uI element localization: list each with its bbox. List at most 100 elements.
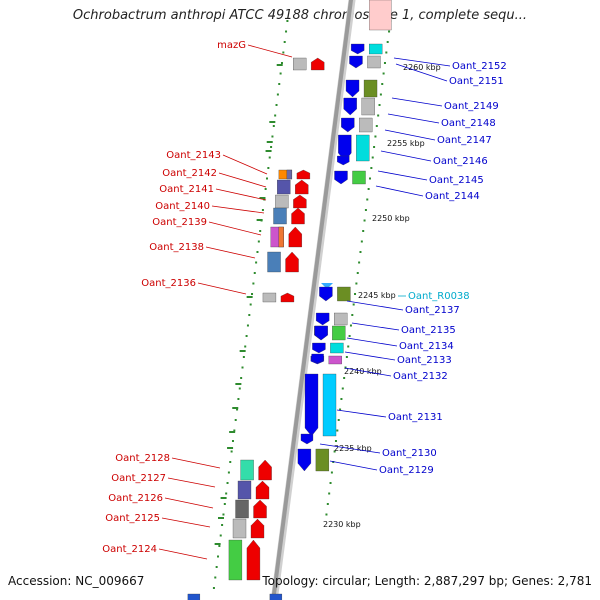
gene-arrow-forward bbox=[280, 292, 295, 303]
gene-label-left: Oant_2128 bbox=[115, 453, 170, 464]
ladder-dot bbox=[381, 83, 384, 85]
gene-category-block bbox=[235, 499, 249, 519]
gene-arrow-reverse bbox=[349, 55, 363, 69]
ladder-dot bbox=[374, 135, 377, 138]
ladder-dot bbox=[379, 93, 382, 96]
gene-category-block bbox=[330, 342, 344, 354]
ladder-dot bbox=[370, 167, 373, 169]
gene-arrow-forward bbox=[246, 539, 261, 581]
kbp-tick bbox=[246, 296, 253, 298]
ladder-dot bbox=[341, 387, 344, 390]
ladder-dot bbox=[229, 461, 232, 463]
gene-arrow-reverse bbox=[300, 433, 314, 445]
ladder-dot bbox=[240, 377, 243, 379]
gene-label-right: Oant_2149 bbox=[444, 101, 499, 112]
ladder-dot bbox=[275, 104, 278, 106]
kbp-tick bbox=[220, 497, 227, 499]
ladder-dot bbox=[218, 545, 221, 547]
ladder-dot bbox=[272, 125, 275, 127]
ladder-dot bbox=[276, 93, 279, 96]
gene-arrow-forward bbox=[255, 480, 270, 500]
gene-category-block bbox=[352, 170, 366, 185]
ladder-dot bbox=[214, 576, 217, 579]
ladder-dot bbox=[329, 482, 332, 484]
gene-arrow-reverse bbox=[319, 286, 333, 302]
ladder-dot bbox=[264, 188, 267, 190]
ladder-dot bbox=[326, 503, 329, 505]
leader-line bbox=[387, 113, 440, 124]
leader-line bbox=[205, 246, 256, 259]
gene-label-right: Oant_2147 bbox=[437, 135, 492, 146]
ladder-dot bbox=[351, 314, 354, 316]
kbp-tick bbox=[266, 141, 273, 143]
ladder-dot bbox=[337, 419, 340, 421]
gene-arrow-reverse bbox=[316, 312, 330, 326]
ladder-dot bbox=[328, 492, 331, 495]
gene-category-block bbox=[367, 55, 381, 69]
gene-label-left: Oant_2124 bbox=[102, 544, 157, 555]
kbp-label: 2260 kbp bbox=[403, 63, 441, 72]
kbp-tick bbox=[265, 150, 272, 152]
gene-category-block bbox=[322, 373, 337, 437]
gene-label-right: Oant_2137 bbox=[405, 305, 460, 316]
ladder-dot bbox=[271, 135, 274, 138]
ladder-dot bbox=[285, 30, 288, 33]
gene-arrow-forward bbox=[288, 226, 302, 248]
left-outer-ticks bbox=[212, 20, 289, 589]
leader-line bbox=[344, 351, 396, 361]
ladder-dot bbox=[245, 335, 248, 337]
gene-arrow-reverse bbox=[314, 325, 328, 341]
ladder-dot bbox=[249, 303, 252, 306]
leader-line bbox=[218, 172, 267, 188]
kbp-tick bbox=[232, 407, 239, 409]
ladder-dot bbox=[355, 282, 358, 285]
gene-category-block bbox=[363, 79, 378, 98]
ladder-dot bbox=[386, 41, 389, 43]
ladder-dot bbox=[363, 219, 366, 222]
right-outer-ticks bbox=[325, 20, 392, 516]
kbp-tick bbox=[229, 431, 236, 433]
gene-label-left: Oant_2136 bbox=[141, 278, 196, 289]
gene-arrow-reverse bbox=[337, 155, 350, 166]
ladder-dot bbox=[225, 492, 228, 495]
gene-label-right: Oant_2145 bbox=[429, 175, 484, 186]
gene-label-right: Oant_2146 bbox=[433, 156, 488, 167]
leader-line bbox=[197, 282, 247, 295]
gene-arrow-forward bbox=[253, 499, 267, 519]
ladder-dot bbox=[339, 408, 342, 411]
gene-category-block bbox=[275, 194, 289, 209]
leader-line bbox=[384, 129, 436, 141]
gene-category-block bbox=[237, 480, 252, 500]
ladder-dot bbox=[256, 251, 259, 253]
gene-label-right: Oant_2133 bbox=[397, 355, 452, 366]
leader-line bbox=[171, 457, 221, 469]
ladder-dot bbox=[231, 440, 234, 442]
leader-line bbox=[208, 221, 262, 236]
kbp-label: 2235 kbp bbox=[334, 444, 372, 453]
ladder-dot bbox=[371, 156, 374, 159]
ladder-dot bbox=[223, 503, 226, 505]
gene-category-block bbox=[334, 312, 348, 326]
ladder-dot bbox=[383, 62, 386, 64]
ladder-dot bbox=[261, 209, 264, 211]
genome-summary-text: Topology: circular; Length: 2,887,297 bp… bbox=[262, 574, 592, 588]
leader-line bbox=[211, 205, 265, 214]
ladder-dot bbox=[257, 240, 260, 243]
leader-line bbox=[346, 337, 398, 347]
backbone-line bbox=[271, 0, 354, 600]
gene-label-right: Oant_2130 bbox=[382, 448, 437, 459]
leader-line bbox=[375, 185, 424, 197]
ladder-dot bbox=[234, 419, 237, 421]
gene-category-block bbox=[273, 207, 287, 225]
accession-text: Accession: NC_009667 bbox=[8, 574, 145, 588]
leader-line bbox=[164, 497, 214, 509]
gene-arrow-forward bbox=[293, 194, 307, 209]
gene-category-block bbox=[277, 179, 291, 195]
kbp-tick bbox=[256, 219, 263, 221]
gene-label-right: Oant_2129 bbox=[379, 465, 434, 476]
leader-line bbox=[391, 97, 443, 107]
ladder-dot bbox=[268, 156, 271, 159]
ladder-dot bbox=[286, 20, 289, 22]
ladder-dot bbox=[236, 408, 239, 411]
gene-arrow-reverse bbox=[341, 117, 355, 133]
